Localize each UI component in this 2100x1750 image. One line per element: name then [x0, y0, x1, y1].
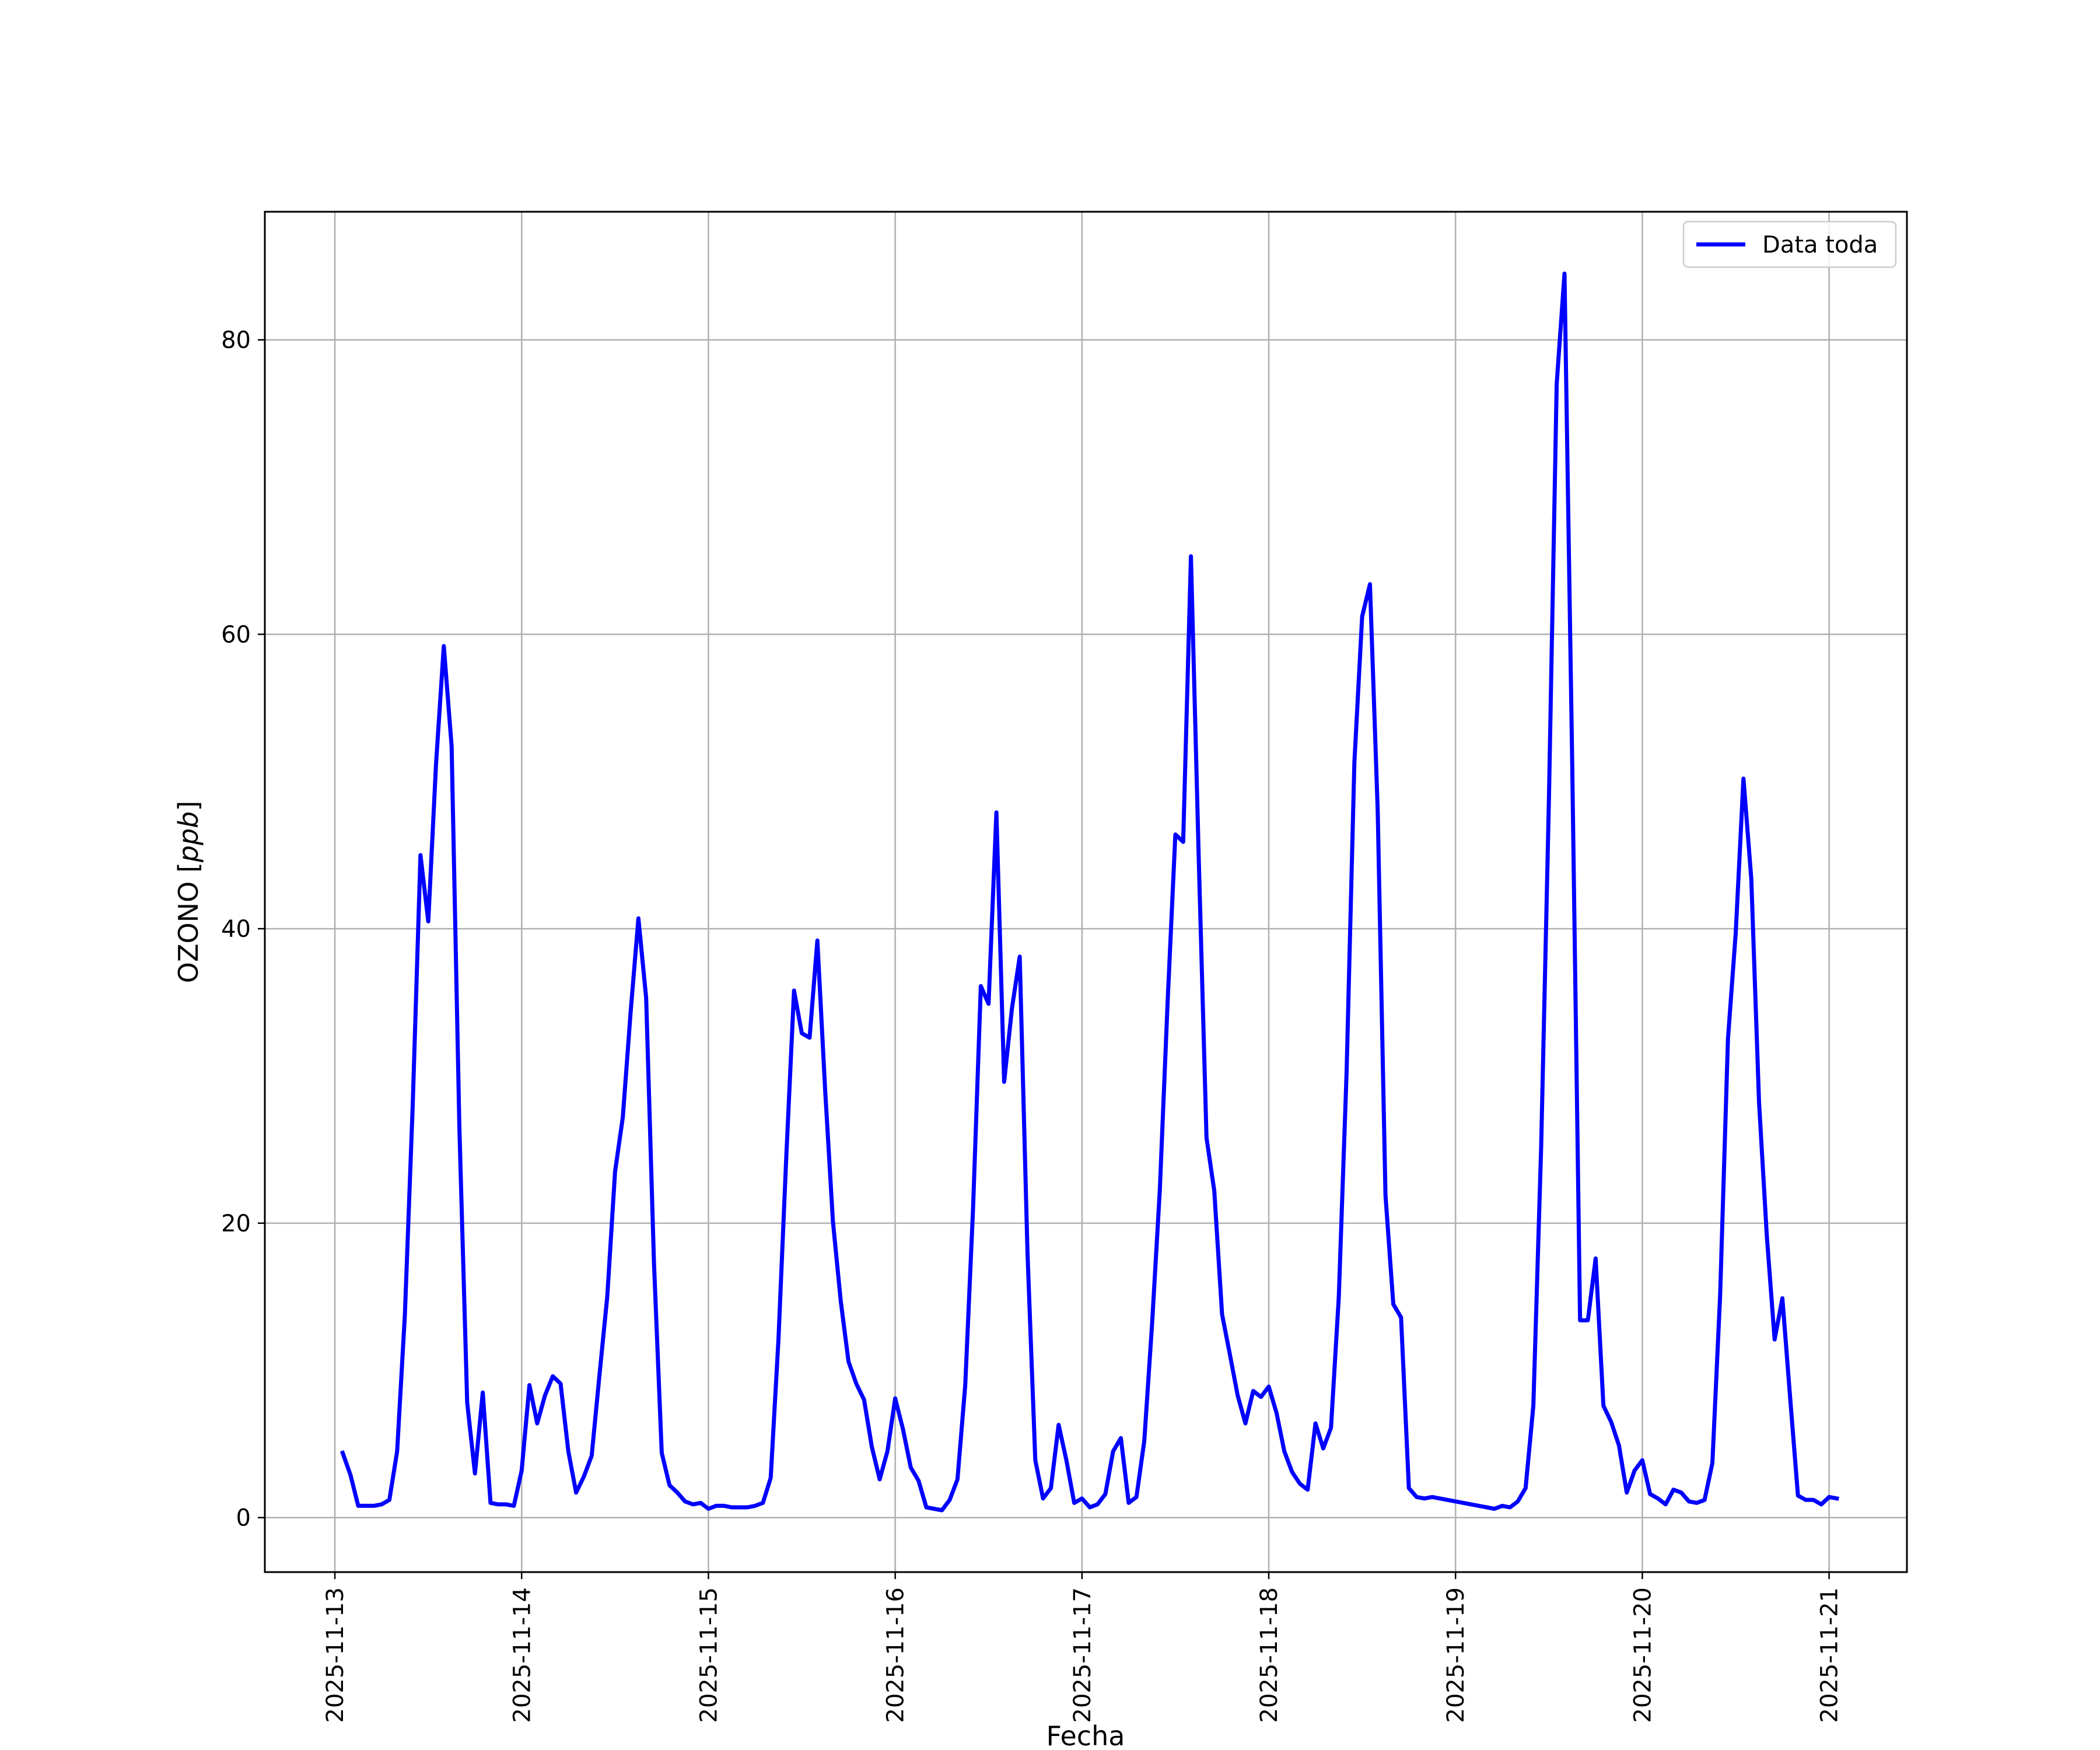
plot-area: [265, 212, 1907, 1572]
x-tick-label: 2025-11-21: [1817, 1587, 1843, 1723]
y-tick-label: 0: [236, 1505, 251, 1532]
y-axis: 0 20 40 60 80: [221, 327, 265, 1532]
y-axis-label: OZONO [ppb]: [173, 801, 204, 984]
x-tick-label: 2025-11-14: [509, 1587, 536, 1723]
legend: Data toda: [1682, 220, 1897, 268]
y-tick-label: 40: [221, 916, 251, 943]
x-axis: 2025-11-13 2025-11-14 2025-11-15 2025-11-16…: [322, 1572, 1843, 1723]
series-line-data-toda: [340, 271, 1839, 1513]
x-tick-label: 2025-11-13: [322, 1587, 349, 1723]
y-tick-label: 20: [221, 1210, 251, 1237]
x-axis-label: Fecha: [1046, 1720, 1125, 1750]
x-tick-label: 2025-11-16: [883, 1587, 909, 1723]
x-tick-label: 2025-11-15: [695, 1587, 722, 1723]
grid-lines: [265, 212, 1907, 1572]
x-tick-label: 2025-11-17: [1069, 1587, 1096, 1723]
y-tick-label: 60: [221, 621, 251, 648]
y-tick-label: 80: [221, 327, 251, 354]
x-tick-label: 2025-11-18: [1256, 1587, 1283, 1723]
series-layer: [340, 271, 1839, 1513]
x-tick-label: 2025-11-19: [1443, 1587, 1469, 1723]
plot-frame: [264, 211, 1908, 1573]
legend-entry-label: Data toda: [1762, 232, 1878, 258]
x-tick-label: 2025-11-20: [1629, 1587, 1656, 1723]
legend-box: [1682, 220, 1897, 268]
